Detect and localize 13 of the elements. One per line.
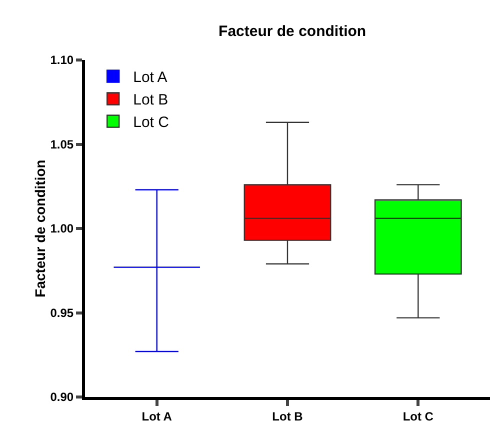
x-tick-label: Lot C (402, 409, 434, 421)
y-tick-label: 1.00 (50, 222, 74, 236)
x-tick-label: Lot A (142, 409, 172, 421)
y-tick-label: 0.95 (50, 306, 74, 320)
legend-label: Lot A (133, 69, 168, 86)
y-tick-label: 0.90 (50, 390, 74, 404)
legend-label: Lot C (133, 114, 170, 132)
y-tick-label: 1.05 (50, 137, 74, 152)
y-tick-label: 1.10 (50, 53, 74, 68)
y-axis-title: Facteur de condition (32, 160, 48, 298)
chart-title: Facteur de condition (218, 22, 366, 40)
x-tick-label: Lot B (272, 409, 304, 421)
legend-label: Lot B (133, 92, 168, 109)
